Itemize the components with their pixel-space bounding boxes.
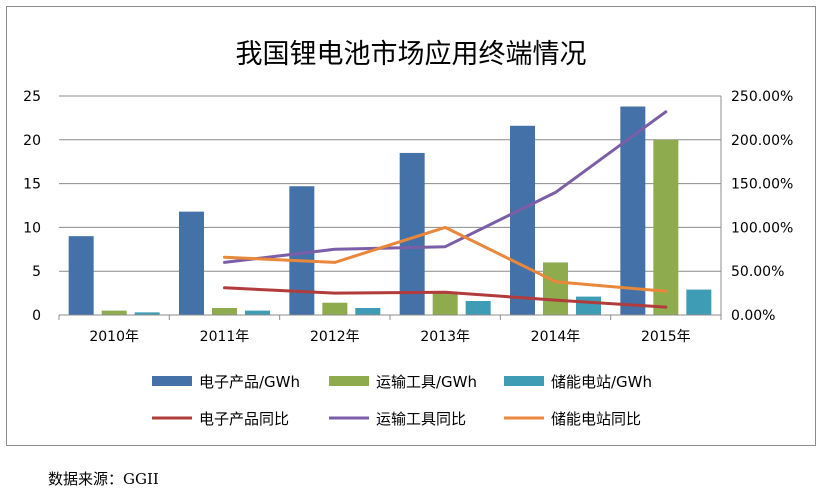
- y-right-tick-label: 50.00%: [731, 264, 784, 280]
- bars-layer: [68, 106, 712, 316]
- bar: [620, 106, 646, 316]
- legend-label: 电子产品/GWh: [199, 373, 300, 391]
- bar: [686, 289, 712, 315]
- y-left-tick-label: 15: [23, 177, 41, 193]
- y-left-tick-label: 5: [32, 264, 41, 280]
- bar: [245, 310, 270, 315]
- x-tick-label: 2010年: [89, 329, 139, 345]
- y-right-tick-label: 200.00%: [731, 133, 793, 149]
- lines-layer: [223, 110, 668, 309]
- y-left-tick-label: 0: [32, 308, 41, 324]
- bar: [355, 307, 381, 315]
- x-tick-label: 2013年: [420, 329, 470, 345]
- bar: [465, 300, 491, 315]
- axes-layer: 0 0.00% 5 50.00% 10 100.00% 15 150.00% 20 200.00%…: [23, 89, 793, 345]
- series-line: [223, 110, 668, 264]
- source-note: 数据来源：GGII: [48, 470, 159, 488]
- legend: 电子产品/GWh 运输工具/GWh 储能电站/GWh 电子产品同比 运输工具同比 储能电站…: [152, 373, 652, 428]
- bar: [68, 236, 94, 315]
- x-tick-label: 2011年: [200, 329, 250, 345]
- bar: [576, 296, 601, 315]
- y-right-tick-label: 250.00%: [731, 89, 793, 105]
- bar: [510, 125, 535, 315]
- legend-label: 电子产品同比: [199, 410, 289, 428]
- y-right-tick-label: 0.00%: [731, 308, 775, 324]
- y-right-tick-label: 100.00%: [731, 220, 793, 236]
- bar: [212, 307, 237, 315]
- legend-label: 储能电站/GWh: [551, 373, 652, 391]
- bar: [101, 310, 127, 315]
- y-left-tick-label: 20: [23, 133, 41, 149]
- legend-label: 运输工具/GWh: [376, 373, 477, 391]
- series-line: [223, 286, 668, 309]
- bar: [543, 262, 568, 315]
- chart-svg: 我国锂电池市场应用终端情况 0 0.00% 5 50.00% 10 100.00% 15 15…: [23, 39, 793, 428]
- legend-swatch: [329, 376, 369, 386]
- bar: [289, 186, 315, 315]
- y-left-tick-label: 25: [23, 89, 41, 105]
- legend-swatch: [152, 376, 192, 386]
- bar: [179, 211, 204, 315]
- y-left-tick-label: 10: [23, 220, 41, 236]
- bar: [653, 139, 679, 315]
- grid-layer: [59, 95, 721, 272]
- series-line: [223, 225, 668, 293]
- bar: [134, 312, 160, 315]
- chart-title: 我国锂电池市场应用终端情况: [236, 39, 587, 70]
- bar: [322, 302, 348, 315]
- x-tick-label: 2012年: [310, 329, 360, 345]
- y-right-tick-label: 150.00%: [731, 177, 793, 193]
- bar: [432, 293, 458, 315]
- legend-label: 储能电站同比: [551, 410, 641, 428]
- legend-label: 运输工具同比: [376, 410, 466, 428]
- legend-swatch: [504, 376, 544, 386]
- chart-frame: 我国锂电池市场应用终端情况 0 0.00% 5 50.00% 10 100.00% 15 15…: [6, 6, 816, 446]
- x-tick-label: 2014年: [531, 329, 581, 345]
- x-tick-label: 2015年: [641, 329, 691, 345]
